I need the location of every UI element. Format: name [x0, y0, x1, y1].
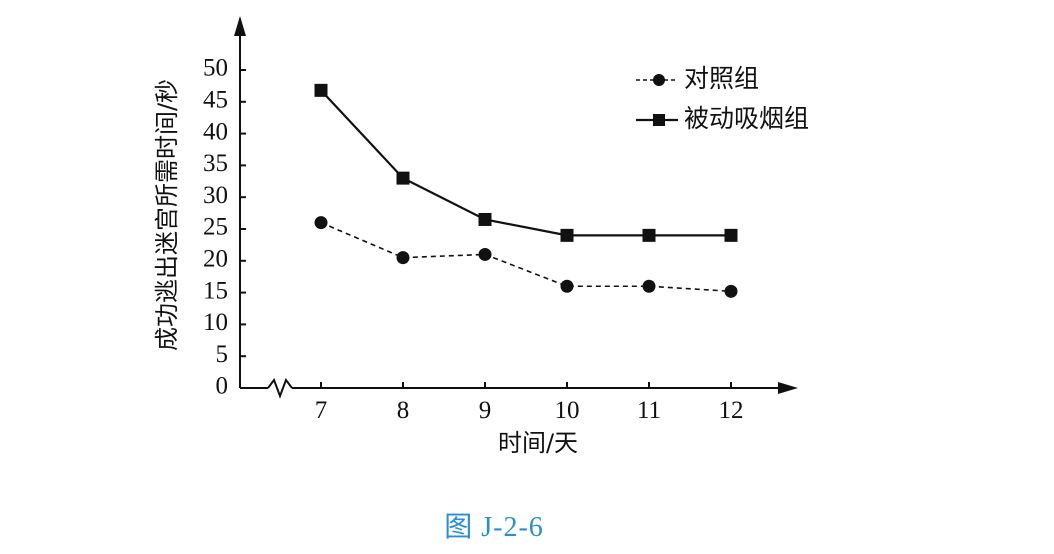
x-axis-arrow [778, 382, 798, 394]
data-point [642, 279, 656, 293]
series-line [320, 89, 731, 237]
y-tick-label: 20 [203, 246, 228, 273]
y-tick-label: 45 [203, 87, 228, 114]
legend-label: 被动吸烟组 [684, 104, 809, 133]
data-point [560, 279, 574, 293]
x-tick-label: 7 [315, 397, 328, 424]
x-tick-label: 12 [719, 397, 744, 424]
x-axis-ticks: 7 8 9 10 11 12 [315, 382, 744, 424]
series-control-group [314, 216, 738, 298]
legend-label: 对照组 [684, 64, 759, 93]
y-tick-label: 25 [203, 214, 228, 241]
data-point [314, 83, 328, 97]
data-point [314, 216, 328, 230]
y-axis-arrow [234, 16, 246, 36]
y-tick-label: 30 [203, 182, 228, 209]
figure-caption: 图 J-2-6 [444, 512, 544, 543]
data-point [396, 171, 410, 185]
y-tick-label: 15 [203, 277, 228, 304]
x-tick-label: 9 [479, 397, 492, 424]
legend-marker [653, 114, 665, 126]
x-axis-title: 时间/天 [498, 429, 578, 457]
chart-axes [234, 16, 798, 399]
data-point [478, 212, 492, 226]
y-tick-label: 5 [216, 341, 229, 368]
data-point [478, 247, 492, 261]
x-tick-label: 11 [637, 397, 661, 424]
x-tick-label: 10 [555, 397, 580, 424]
x-axis-break [267, 377, 293, 399]
y-tick-label: 35 [203, 150, 228, 177]
series-layer [314, 83, 738, 298]
series-line [320, 221, 732, 293]
series-passive-smoking-group [314, 83, 738, 242]
data-point [724, 284, 738, 298]
data-point [642, 228, 656, 242]
y-axis-title: 成功逃出迷宫所需时间/秒 [153, 79, 181, 351]
data-point [724, 228, 738, 242]
data-point [396, 251, 410, 265]
y-tick-label: 10 [203, 309, 228, 336]
y-tick-label: 40 [203, 118, 228, 145]
y-tick-label: 50 [203, 55, 228, 82]
data-point [560, 228, 574, 242]
x-tick-label: 8 [397, 397, 410, 424]
y-tick-label: 0 [216, 373, 229, 400]
legend-marker [653, 74, 665, 86]
y-axis-ticks: 0 5 10 15 20 25 30 35 40 45 50 [203, 55, 246, 400]
